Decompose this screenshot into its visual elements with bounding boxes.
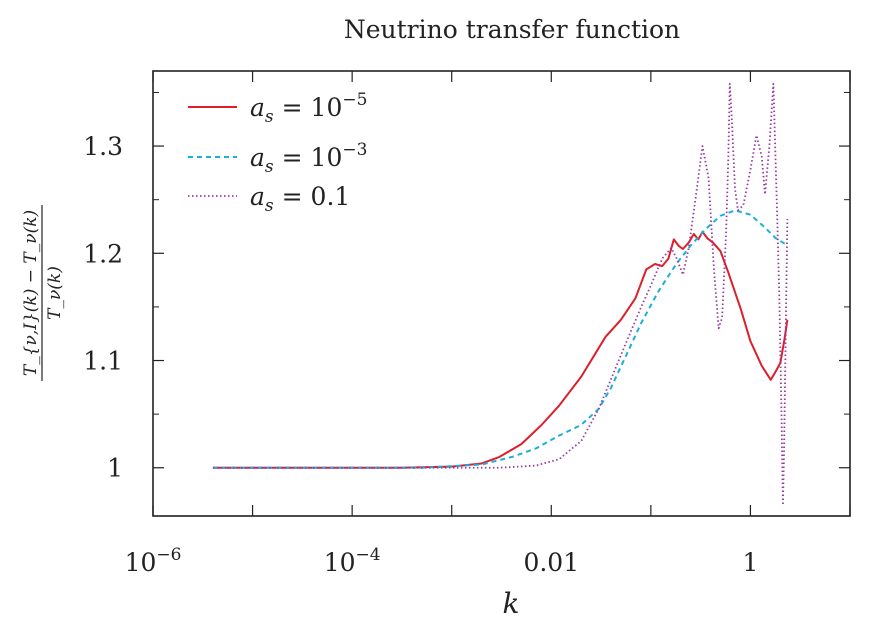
y-axis-label: T_{ν,I}(k) − T_ν(k) T_ν(k) xyxy=(21,205,65,381)
x-tick-label: 10−6 xyxy=(125,545,182,577)
series-line-1 xyxy=(212,230,789,469)
y-tick-label: 1 xyxy=(107,454,123,483)
y-tick-label: 1.1 xyxy=(83,347,123,376)
y-tick-label: 1.3 xyxy=(83,132,123,161)
legend-label-2: as = 10−3 xyxy=(250,140,367,177)
legend: as = 10−5 as = 10−3 as = 0.1 xyxy=(188,90,367,216)
series-line-2 xyxy=(212,209,787,469)
plot-frame xyxy=(152,70,851,517)
legend-label-1: as = 10−5 xyxy=(250,90,367,127)
y-tick-labels: 1 1.1 1.2 1.3 xyxy=(83,132,123,483)
legend-label-3: as = 0.1 xyxy=(250,182,350,216)
x-tick-labels: 10−6 10−4 0.01 1 xyxy=(125,545,759,577)
x-tick-label: 10−4 xyxy=(324,545,381,577)
y-tick-label: 1.2 xyxy=(83,239,123,268)
y-axis-label-denominator: T_ν(k) xyxy=(45,266,65,320)
series-layer xyxy=(212,82,789,507)
series-line-3 xyxy=(212,82,789,507)
x-tick-label: 0.01 xyxy=(523,548,579,577)
x-tick-label: 1 xyxy=(742,548,758,577)
chart-title: Neutrino transfer function xyxy=(344,15,680,44)
x-axis-label: k xyxy=(503,587,520,620)
y-axis-label-numerator: T_{ν,I}(k) − T_ν(k) xyxy=(21,210,41,376)
axis-ticks xyxy=(152,71,851,516)
